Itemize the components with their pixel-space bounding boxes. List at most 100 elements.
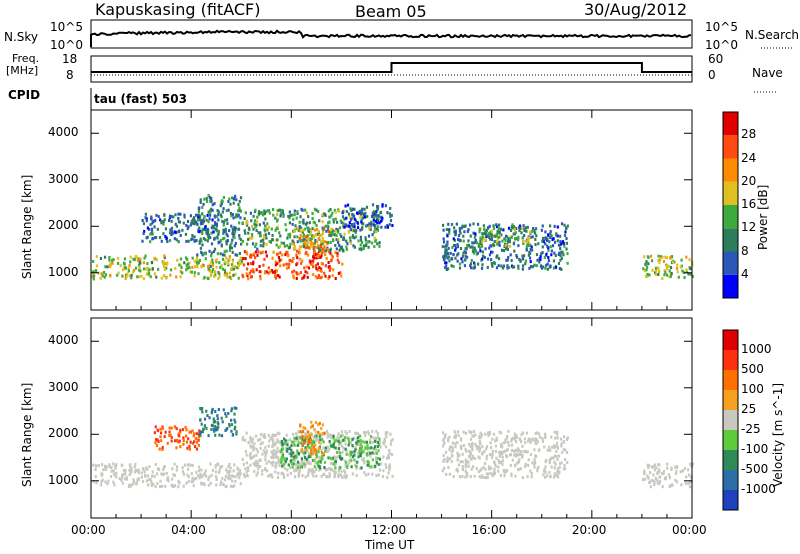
echo-cell xyxy=(653,463,656,467)
echo-cell xyxy=(345,216,348,220)
echo-cell xyxy=(337,230,340,234)
echo-cell xyxy=(502,441,505,445)
echo-cell xyxy=(348,452,351,456)
echo-cell xyxy=(261,472,264,476)
echo-cell xyxy=(484,247,487,251)
echo-cell xyxy=(332,469,335,473)
echo-cell xyxy=(488,430,492,434)
echo-cell xyxy=(197,438,200,442)
echo-cell xyxy=(312,247,315,251)
echo-cell xyxy=(314,233,318,237)
echo-cell xyxy=(511,265,515,269)
echo-cell xyxy=(546,244,549,248)
power-colorbar-tick: 4 xyxy=(741,266,749,281)
echo-cell xyxy=(643,255,646,259)
echo-cell xyxy=(317,275,320,279)
echo-cell xyxy=(153,256,156,260)
echo-cell xyxy=(351,455,355,459)
echo-cell xyxy=(253,446,256,450)
echo-cell xyxy=(669,484,672,488)
echo-cell xyxy=(281,253,284,257)
echo-cell xyxy=(303,436,306,440)
echo-cell xyxy=(650,259,654,263)
echo-cell xyxy=(356,226,360,230)
echo-cell xyxy=(288,438,291,442)
echo-cell xyxy=(286,443,289,447)
echo-cell xyxy=(175,465,179,469)
echo-cell xyxy=(161,447,164,451)
echo-cell xyxy=(298,224,301,228)
echo-cell xyxy=(250,219,253,223)
echo-cell xyxy=(134,468,137,472)
echo-cell xyxy=(161,472,164,476)
echo-cell xyxy=(510,437,513,441)
echo-cell xyxy=(488,235,491,239)
echo-cell xyxy=(280,209,283,213)
echo-cell xyxy=(230,263,234,267)
echo-cell xyxy=(477,445,480,449)
echo-cell xyxy=(145,466,148,470)
echo-cell xyxy=(664,255,667,259)
power-echoes xyxy=(91,193,694,281)
echo-cell xyxy=(497,469,500,473)
echo-cell xyxy=(279,264,282,268)
echo-cell xyxy=(284,442,287,446)
echo-cell xyxy=(501,462,504,466)
echo-cell xyxy=(274,470,277,474)
echo-cell xyxy=(340,274,343,278)
echo-cell xyxy=(327,276,330,280)
echo-cell xyxy=(153,219,156,223)
echo-cell xyxy=(371,458,374,462)
echo-cell xyxy=(253,252,256,256)
echo-cell xyxy=(549,245,552,249)
echo-cell xyxy=(350,223,354,227)
echo-cell xyxy=(248,255,252,259)
echo-cell xyxy=(652,473,655,477)
echo-cell xyxy=(452,253,455,257)
echo-cell xyxy=(391,474,394,478)
echo-cell xyxy=(448,448,451,452)
echo-cell xyxy=(448,457,452,461)
echo-cell xyxy=(203,214,206,218)
echo-cell xyxy=(208,249,211,253)
echo-cell xyxy=(460,446,463,450)
echo-cell xyxy=(213,237,216,241)
echo-cell xyxy=(228,255,231,259)
echo-cell xyxy=(196,265,199,269)
echo-cell xyxy=(179,275,182,279)
echo-cell xyxy=(559,247,562,251)
echo-cell xyxy=(313,207,317,211)
echo-cell xyxy=(278,231,281,235)
echo-cell xyxy=(338,248,341,252)
echo-cell xyxy=(349,450,352,454)
echo-cell xyxy=(339,219,342,223)
echo-cell xyxy=(199,198,202,202)
echo-cell xyxy=(526,236,529,240)
echo-cell xyxy=(482,254,485,258)
echo-cell xyxy=(445,228,448,232)
echo-cell xyxy=(168,239,172,243)
echo-cell xyxy=(504,244,507,248)
echo-cell xyxy=(488,467,491,471)
echo-cell xyxy=(301,277,304,281)
echo-cell xyxy=(207,193,210,197)
echo-cell xyxy=(545,252,548,256)
echo-cell xyxy=(688,258,691,262)
echo-cell xyxy=(476,447,479,451)
echo-cell xyxy=(566,261,569,265)
echo-cell xyxy=(386,456,389,460)
echo-cell xyxy=(141,239,144,243)
echo-cell xyxy=(112,480,115,484)
echo-cell xyxy=(195,440,199,444)
echo-cell xyxy=(314,451,317,455)
echo-cell xyxy=(210,254,213,258)
echo-cell xyxy=(288,215,291,219)
echo-cell xyxy=(349,207,352,211)
echo-cell xyxy=(291,239,294,243)
echo-cell xyxy=(229,211,232,215)
echo-cell xyxy=(342,446,345,450)
echo-cell xyxy=(296,226,299,230)
echo-cell xyxy=(310,425,313,429)
echo-cell xyxy=(276,446,279,450)
echo-cell xyxy=(470,467,473,471)
